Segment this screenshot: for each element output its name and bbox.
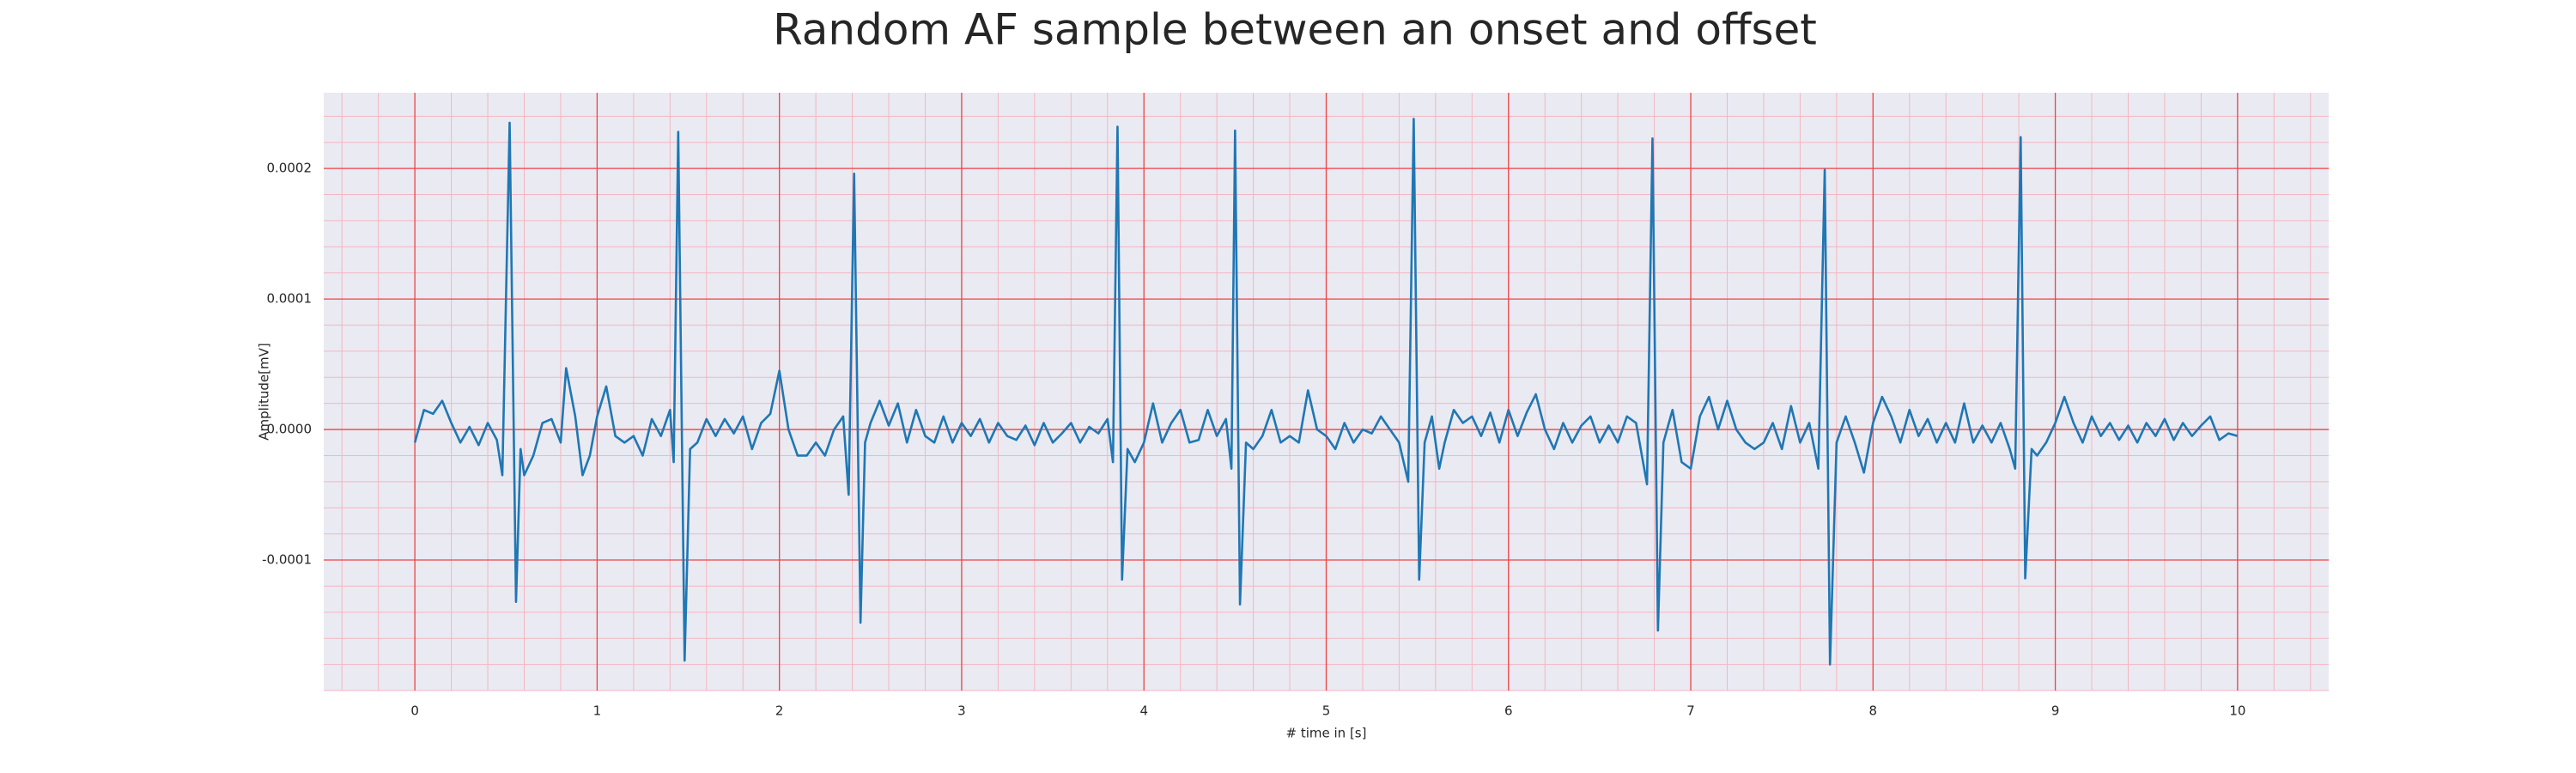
x-tick-label: 5 [1322,703,1331,719]
x-tick-label: 3 [957,703,966,719]
x-tick-label: 6 [1504,703,1513,719]
x-tick-label: 0 [410,703,419,719]
x-tick-label: 9 [2051,703,2060,719]
x-tick-label: 4 [1139,703,1148,719]
x-axis-label: # time in [s] [1286,726,1367,741]
x-tick-label: 7 [1686,703,1695,719]
y-tick-label: 0.0002 [267,161,313,176]
chart-title: Random AF sample between an onset and of… [773,5,1817,55]
x-tick-label: 8 [1869,703,1878,719]
x-tick-label: 2 [775,703,784,719]
y-tick-label: -0.0001 [262,552,312,568]
x-tick-label: 1 [593,703,602,719]
y-tick-label: 0.0000 [267,422,313,437]
y-tick-label: 0.0001 [267,291,313,307]
y-axis-label: Amplitude[mV] [257,343,272,440]
line-series [413,118,2239,666]
x-tick-label: 10 [2229,703,2245,719]
